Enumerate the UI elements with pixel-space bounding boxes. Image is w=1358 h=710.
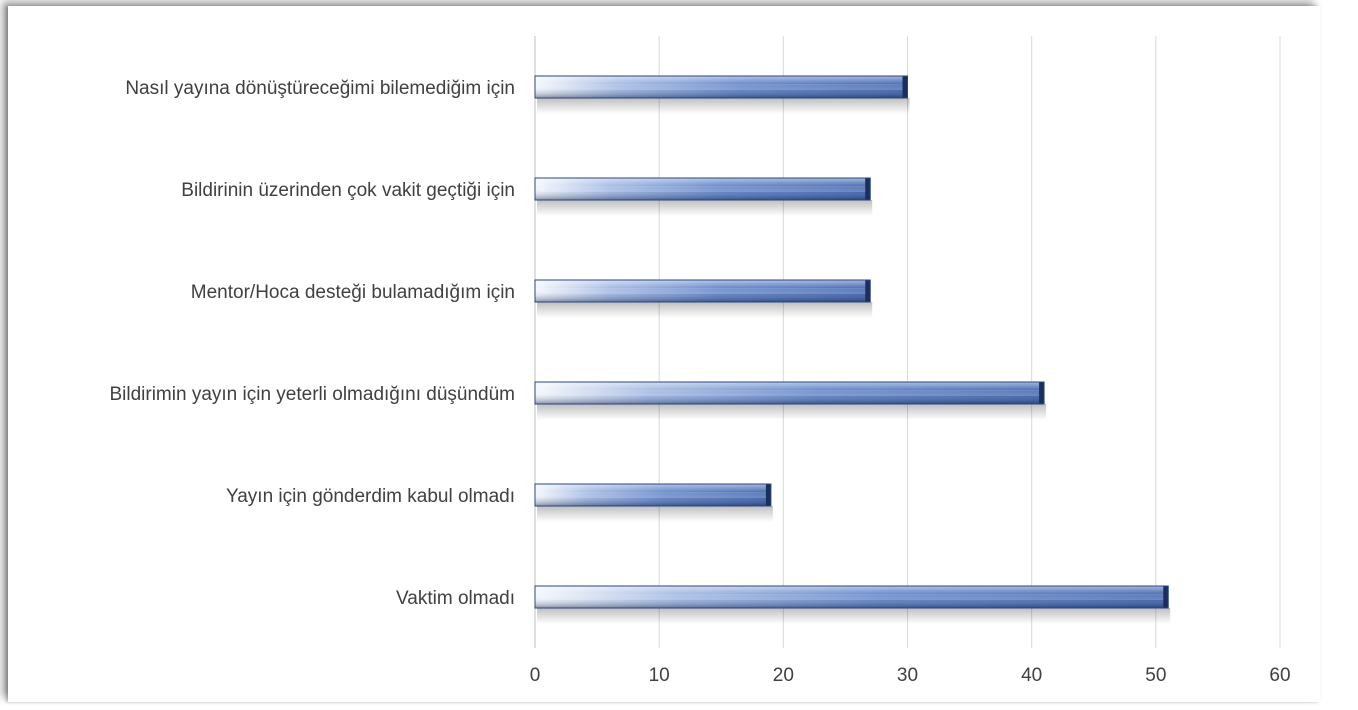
x-axis-tick-labels: 0 10 20 30 40 50 60	[530, 665, 1291, 686]
x-tick-30: 30	[897, 665, 918, 686]
bar-1	[534, 75, 910, 114]
x-tick-20: 20	[773, 665, 794, 686]
category-label-1: Nasıl yayına dönüştüreceğimi bilemediğim…	[125, 78, 515, 99]
category-label-6: Vaktim olmadı	[396, 588, 515, 609]
x-tick-40: 40	[1021, 665, 1042, 686]
bars	[534, 75, 1171, 624]
bar-5	[534, 483, 773, 522]
category-label-3: Mentor/Hoca desteği bulamadığım için	[191, 282, 515, 303]
category-labels: Nasıl yayına dönüştüreceğimi bilemediğim…	[109, 78, 515, 609]
category-label-4: Bildirimin yayın için yeterli olmadığını…	[109, 384, 515, 405]
x-tick-50: 50	[1145, 665, 1166, 686]
chart-frame: Nasıl yayına dönüştüreceğimi bilemediğim…	[8, 6, 1320, 702]
category-label-5: Yayın için gönderdim kabul olmadı	[226, 486, 515, 507]
x-tick-60: 60	[1269, 665, 1290, 686]
bar-3	[534, 279, 873, 318]
gridlines	[534, 36, 1281, 648]
bar-2	[534, 177, 873, 216]
x-tick-0: 0	[530, 665, 541, 686]
bar-chart: Nasıl yayına dönüştüreceğimi bilemediğim…	[109, 36, 1291, 686]
bar-6	[534, 585, 1171, 624]
x-tick-10: 10	[649, 665, 670, 686]
bar-4	[534, 381, 1047, 420]
category-label-2: Bildirinin üzerinden çok vakit geçtiği i…	[181, 180, 515, 201]
